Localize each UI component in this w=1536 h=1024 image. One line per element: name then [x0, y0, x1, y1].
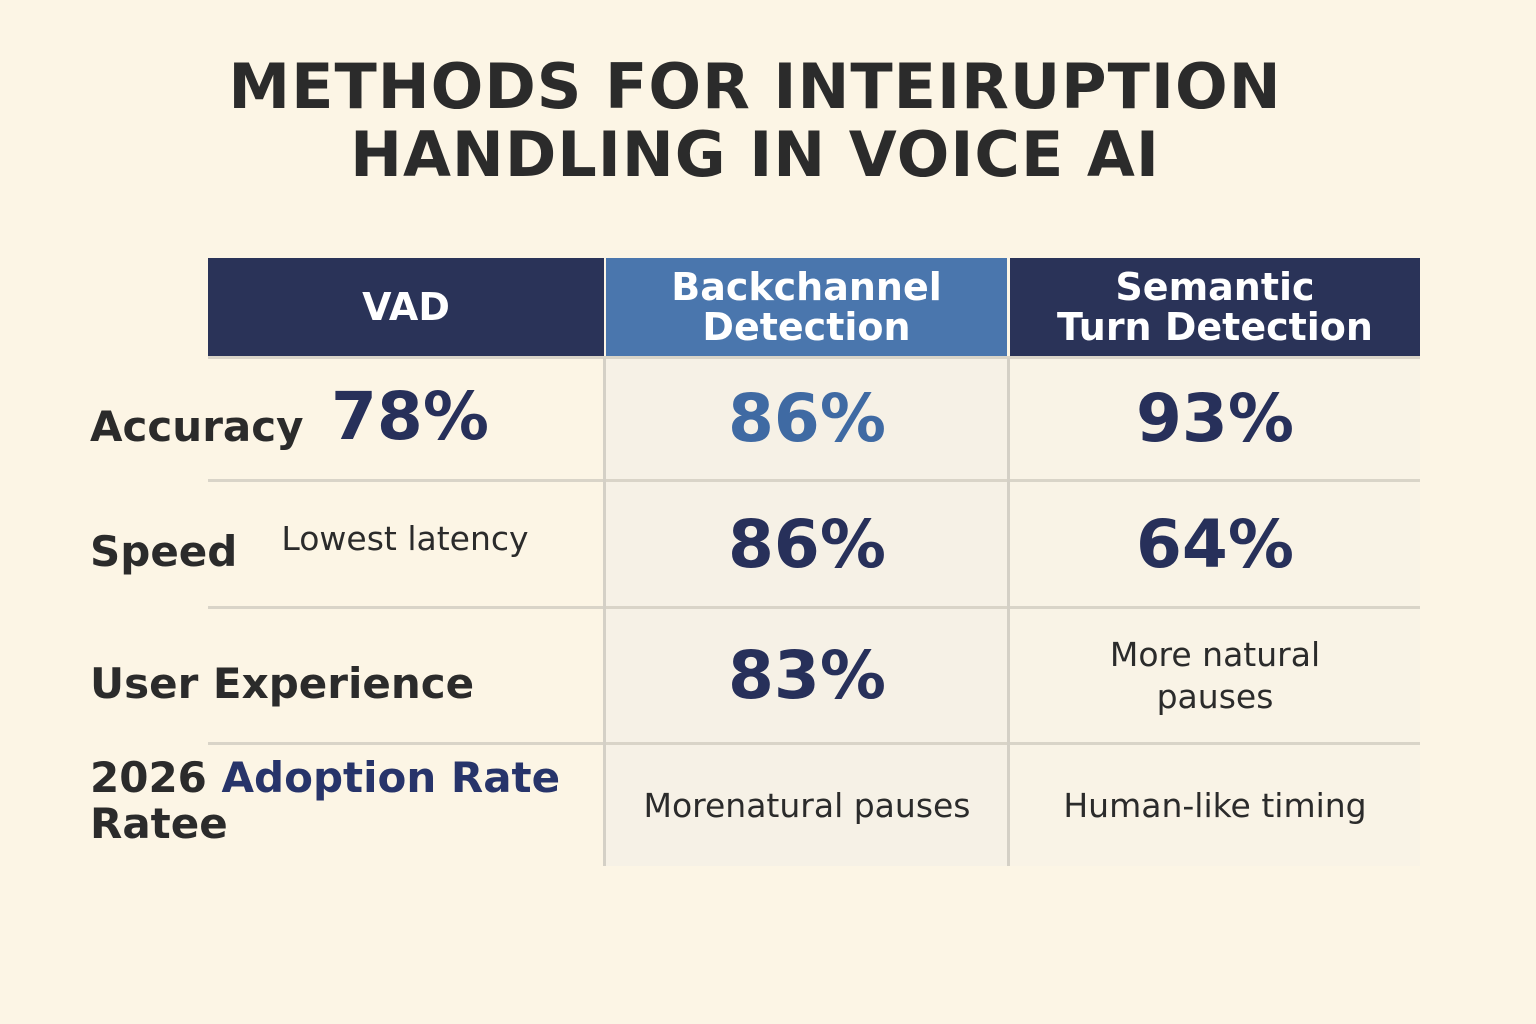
label-part: 2026 [90, 753, 207, 802]
backchannel-cell: 86% [606, 358, 1008, 479]
header-text: Turn Detection [1057, 305, 1373, 349]
cell-text: pauses [1156, 676, 1274, 716]
cell-text: More natural [1109, 634, 1321, 674]
column-shade [606, 358, 1008, 866]
vad-cell: 78% [331, 378, 489, 455]
semantic-cell: More natural pauses [1010, 609, 1420, 742]
row-divider [208, 479, 1420, 482]
header-cell: VAD [208, 258, 604, 356]
header-cell: Semantic Turn Detection [1010, 258, 1420, 356]
row-divider [208, 742, 1420, 745]
header-text: Semantic [1115, 265, 1315, 309]
col-divider [603, 358, 606, 866]
backchannel-cell: 86% [606, 482, 1008, 606]
cell-text: 64% [1136, 505, 1294, 583]
label-text: User Experience [90, 658, 475, 708]
backchannel-cell: Morenatural pauses [606, 745, 1008, 866]
cell-text: 86% [728, 380, 886, 457]
header-text: Backchannel [671, 265, 942, 309]
header-text: VAD [362, 285, 450, 329]
label-text: Speed [90, 527, 238, 576]
label-part: Adoption Rate [221, 753, 561, 802]
label-line: 2026 Adoption Rate [90, 755, 610, 801]
vad-cell: Lowest latency [281, 519, 529, 558]
row-label: 2026 Adoption Rate Ratee [90, 755, 610, 876]
semantic-cell: Human-like timing [1010, 745, 1420, 866]
title-line: METHODS FOR INTEIRUPTION [228, 50, 1282, 123]
cell-text: 83% [728, 637, 886, 714]
backchannel-cell: 83% [606, 609, 1008, 742]
row-label: Accuracy [90, 366, 610, 487]
column-shade [1010, 358, 1420, 866]
semantic-cell: 93% [1010, 358, 1420, 479]
row-label: Speed [90, 490, 610, 614]
cell-text: Morenatural pauses [643, 785, 971, 825]
row-divider [208, 356, 1420, 359]
row-divider [208, 606, 1420, 609]
cell-text: Human-like timing [1063, 785, 1367, 825]
label-line: Ratee [90, 799, 228, 848]
header-cell: Backchannel Detection [606, 258, 1007, 356]
cell-text: 86% [728, 505, 886, 583]
header-text: Detection [702, 305, 911, 349]
label-text: Accuracy [90, 401, 304, 451]
cell-text: 93% [1136, 380, 1294, 457]
title-line: HANDLING IN VOICE AI [350, 118, 1160, 191]
semantic-cell: 64% [1010, 482, 1420, 606]
col-divider [1007, 358, 1010, 866]
row-label: User Experience [90, 617, 610, 750]
